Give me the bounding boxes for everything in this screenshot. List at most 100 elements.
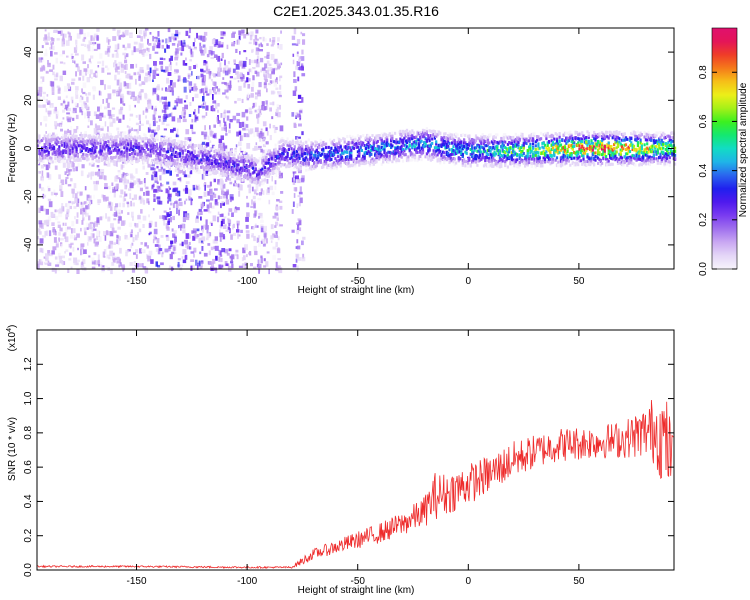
heatmap-cell [229,181,233,185]
heatmap-cell [158,189,162,192]
heatmap-cell [75,219,79,224]
heatmap-cell [140,155,143,159]
heatmap-cell [50,150,55,154]
heatmap-cell [88,148,91,151]
heatmap-cell [378,145,381,149]
heatmap-cell [246,159,249,163]
heatmap-cell [172,127,176,132]
heatmap-cell [229,255,233,259]
heatmap-cell [217,43,220,48]
heatmap-cell [141,263,144,268]
heatmap-cell [412,155,415,159]
heatmap-cell [38,228,41,233]
heatmap-cell [45,98,48,104]
heatmap-cell [413,145,417,149]
heatmap-cell [93,72,96,78]
heatmap-cell [172,202,175,209]
heatmap-cell [217,154,220,158]
heatmap-cell [254,59,257,64]
heatmap-cell [120,147,122,150]
heatmap-cell [70,167,72,170]
heatmap-cell [84,148,87,152]
heatmap-cell [297,136,301,139]
heatmap-cell [185,198,188,201]
heatmap-cell [47,262,52,266]
heatmap-cell [274,170,277,173]
heatmap-cell [61,261,63,265]
heatmap-cell [461,152,464,156]
heatmap-cell [166,181,170,185]
heatmap-cell [83,36,87,40]
heatmap-cell [194,163,198,167]
heatmap-cell [263,178,267,182]
heatmap-cell [253,162,256,166]
heatmap-cell [282,157,285,161]
heatmap-cell [177,139,180,143]
heatmap-cell [104,149,106,152]
heatmap-cell [188,46,191,49]
heatmap-cell [82,61,86,64]
heatmap-cell [257,146,262,150]
heatmap-cell [76,153,79,157]
heatmap-cell [103,140,106,144]
heatmap-cell [379,154,382,158]
heatmap-cell [190,264,195,270]
heatmap-cell [163,149,166,153]
heatmap-cell [358,142,361,145]
heatmap-cell [90,55,94,59]
heatmap-cell [120,136,123,140]
heatmap-cell [116,91,119,96]
heatmap-cell [219,254,223,257]
heatmap-cell [176,208,178,214]
heatmap-cell [191,198,193,201]
heatmap-cell [123,154,126,158]
heatmap-cell [175,69,179,73]
heatmap-cell [200,73,204,78]
heatmap-cell [433,146,436,150]
heatmap-cell [163,219,166,226]
heatmap-cell [103,156,106,160]
heatmap-cell [235,71,239,75]
heatmap-cell [293,161,296,165]
heatmap-cell [64,251,66,254]
heatmap-cell [110,223,114,229]
heatmap-cell [126,156,130,162]
heatmap-cell [104,152,107,156]
heatmap-cell [118,86,122,93]
heatmap-cell [169,156,172,160]
heatmap-cell [258,145,262,148]
heatmap-cell [279,75,283,79]
heatmap-cell [119,137,122,141]
heatmap-cell [313,153,316,157]
heatmap-cell [38,152,41,156]
heatmap-cell [152,45,155,51]
heatmap-cell [311,142,314,146]
heatmap-cell [144,76,148,83]
heatmap-cell [375,134,378,138]
heatmap-cell [169,154,172,158]
heatmap-cell [107,85,111,89]
heatmap-cell [77,130,79,133]
heatmap-cell [299,140,302,144]
heatmap-cell [79,191,83,196]
heatmap-cell [40,261,44,266]
heatmap-cell [107,39,110,45]
heatmap-cell [395,141,398,145]
heatmap-cell [96,28,100,32]
heatmap-cell [241,166,244,170]
heatmap-cell [136,178,140,184]
heatmap-cell [106,37,109,43]
heatmap-cell [165,170,170,174]
heatmap-cell [238,190,241,197]
heatmap-cell [417,157,421,161]
heatmap-cell [200,88,204,93]
heatmap-cell [62,139,65,143]
heatmap-cell [238,85,242,91]
heatmap-cell [238,170,241,174]
heatmap-cell [433,134,436,138]
heatmap-cell [230,166,233,170]
heatmap-cell [106,160,109,164]
heatmap-cell [354,136,357,140]
heatmap-cell [45,71,49,74]
heatmap-cell [386,136,389,140]
